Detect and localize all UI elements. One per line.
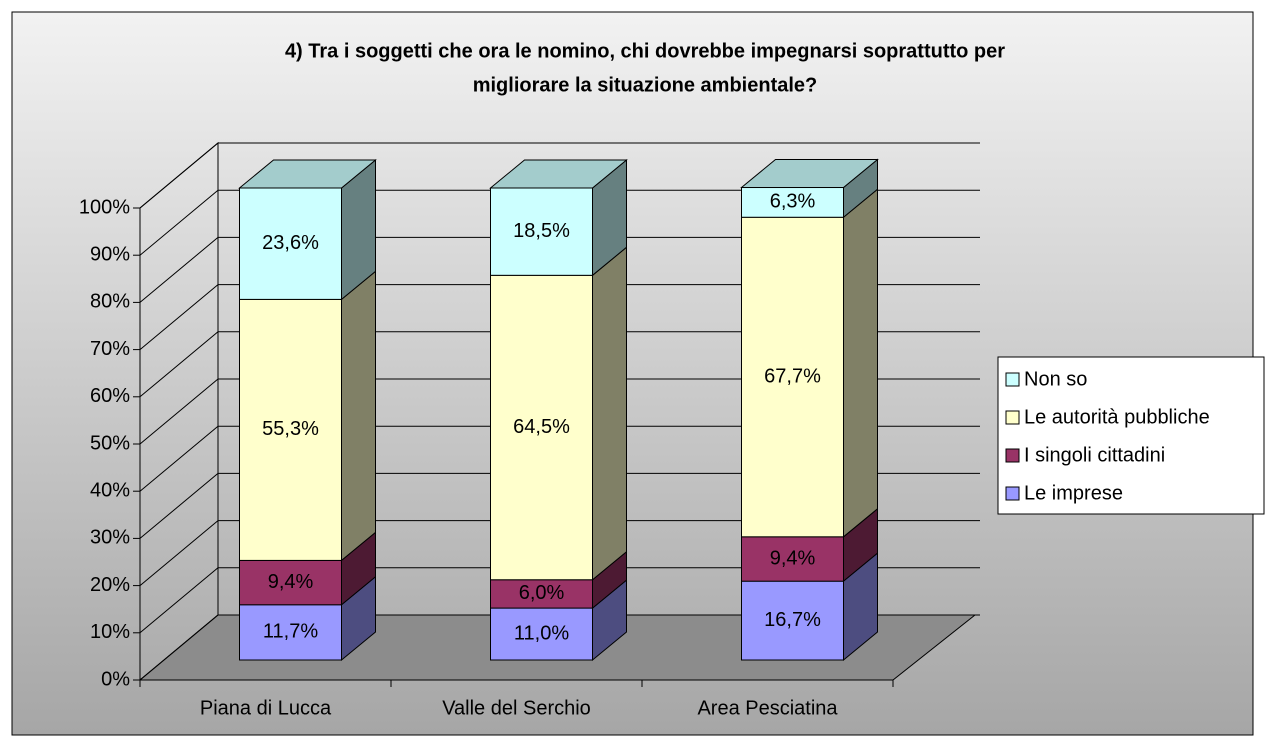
value-label: 6,3%	[770, 191, 816, 213]
grid-line	[139, 378, 980, 445]
bar-top	[238, 159, 377, 189]
bar-segment	[741, 216, 844, 538]
bar-segment	[239, 298, 342, 561]
x-tick-label: Piana di Lucca	[200, 697, 332, 719]
chart-title: 4) Tra i soggetti che ora le nomino, chi…	[285, 40, 1005, 62]
bar-top	[740, 159, 879, 189]
bar-segment	[741, 187, 844, 218]
legend-label: Le autorità pubbliche	[1024, 406, 1210, 428]
x-tick-label: Area Pesciatina	[697, 697, 838, 719]
legend-label: I singoli cittadini	[1024, 444, 1165, 466]
y-tick-label: 50%	[90, 432, 130, 454]
grid-line	[139, 614, 980, 681]
value-label: 9,4%	[268, 571, 314, 593]
bar-segment	[490, 607, 593, 661]
legend-swatch	[1005, 486, 1020, 501]
grid-line	[139, 472, 980, 539]
value-label: 11,7%	[263, 621, 318, 643]
value-label: 18,5%	[513, 220, 570, 242]
value-label: 9,4%	[770, 547, 816, 569]
grid-line	[139, 425, 980, 492]
y-tick-label: 10%	[90, 621, 130, 643]
legend	[997, 356, 1265, 515]
bar-side	[592, 246, 627, 581]
grid-line	[139, 331, 980, 398]
y-tick-label: 80%	[90, 291, 130, 313]
grid-line	[139, 284, 980, 350]
bar-segment	[239, 187, 342, 300]
grid-line	[139, 142, 980, 209]
legend-label: Le imprese	[1024, 482, 1123, 504]
legend-swatch	[1005, 448, 1020, 463]
y-tick-label: 30%	[90, 527, 130, 549]
y-tick-label: 100%	[79, 196, 130, 218]
legend-label: Non so	[1024, 368, 1087, 390]
bar-segment	[741, 580, 844, 661]
value-label: 67,7%	[764, 365, 821, 387]
y-tick-label: 70%	[90, 338, 130, 360]
value-label: 23,6%	[262, 232, 319, 254]
chart-title: migliorare la situazione ambientale?	[473, 74, 818, 96]
y-tick-label: 90%	[90, 243, 130, 265]
bar-side	[341, 270, 376, 562]
legend-swatch	[1005, 372, 1020, 387]
bar-top	[489, 159, 628, 189]
y-tick-label: 0%	[101, 668, 130, 690]
value-label: 55,3%	[262, 418, 319, 440]
bar-side	[843, 188, 878, 538]
x-tick-label: Valle del Serchio	[442, 697, 591, 719]
grid-line	[139, 567, 980, 634]
value-label: 11,0%	[514, 622, 569, 644]
value-label: 6,0%	[519, 582, 565, 604]
grid-line	[139, 236, 980, 303]
legend-swatch	[1005, 410, 1020, 425]
bar-segment	[239, 604, 342, 661]
value-label: 16,7%	[764, 609, 821, 631]
grid-line	[139, 520, 980, 586]
y-tick-label: 20%	[90, 574, 130, 596]
value-label: 64,5%	[513, 416, 570, 438]
grid-line	[139, 189, 980, 256]
y-tick-label: 60%	[90, 385, 130, 407]
y-tick-label: 40%	[90, 479, 130, 501]
